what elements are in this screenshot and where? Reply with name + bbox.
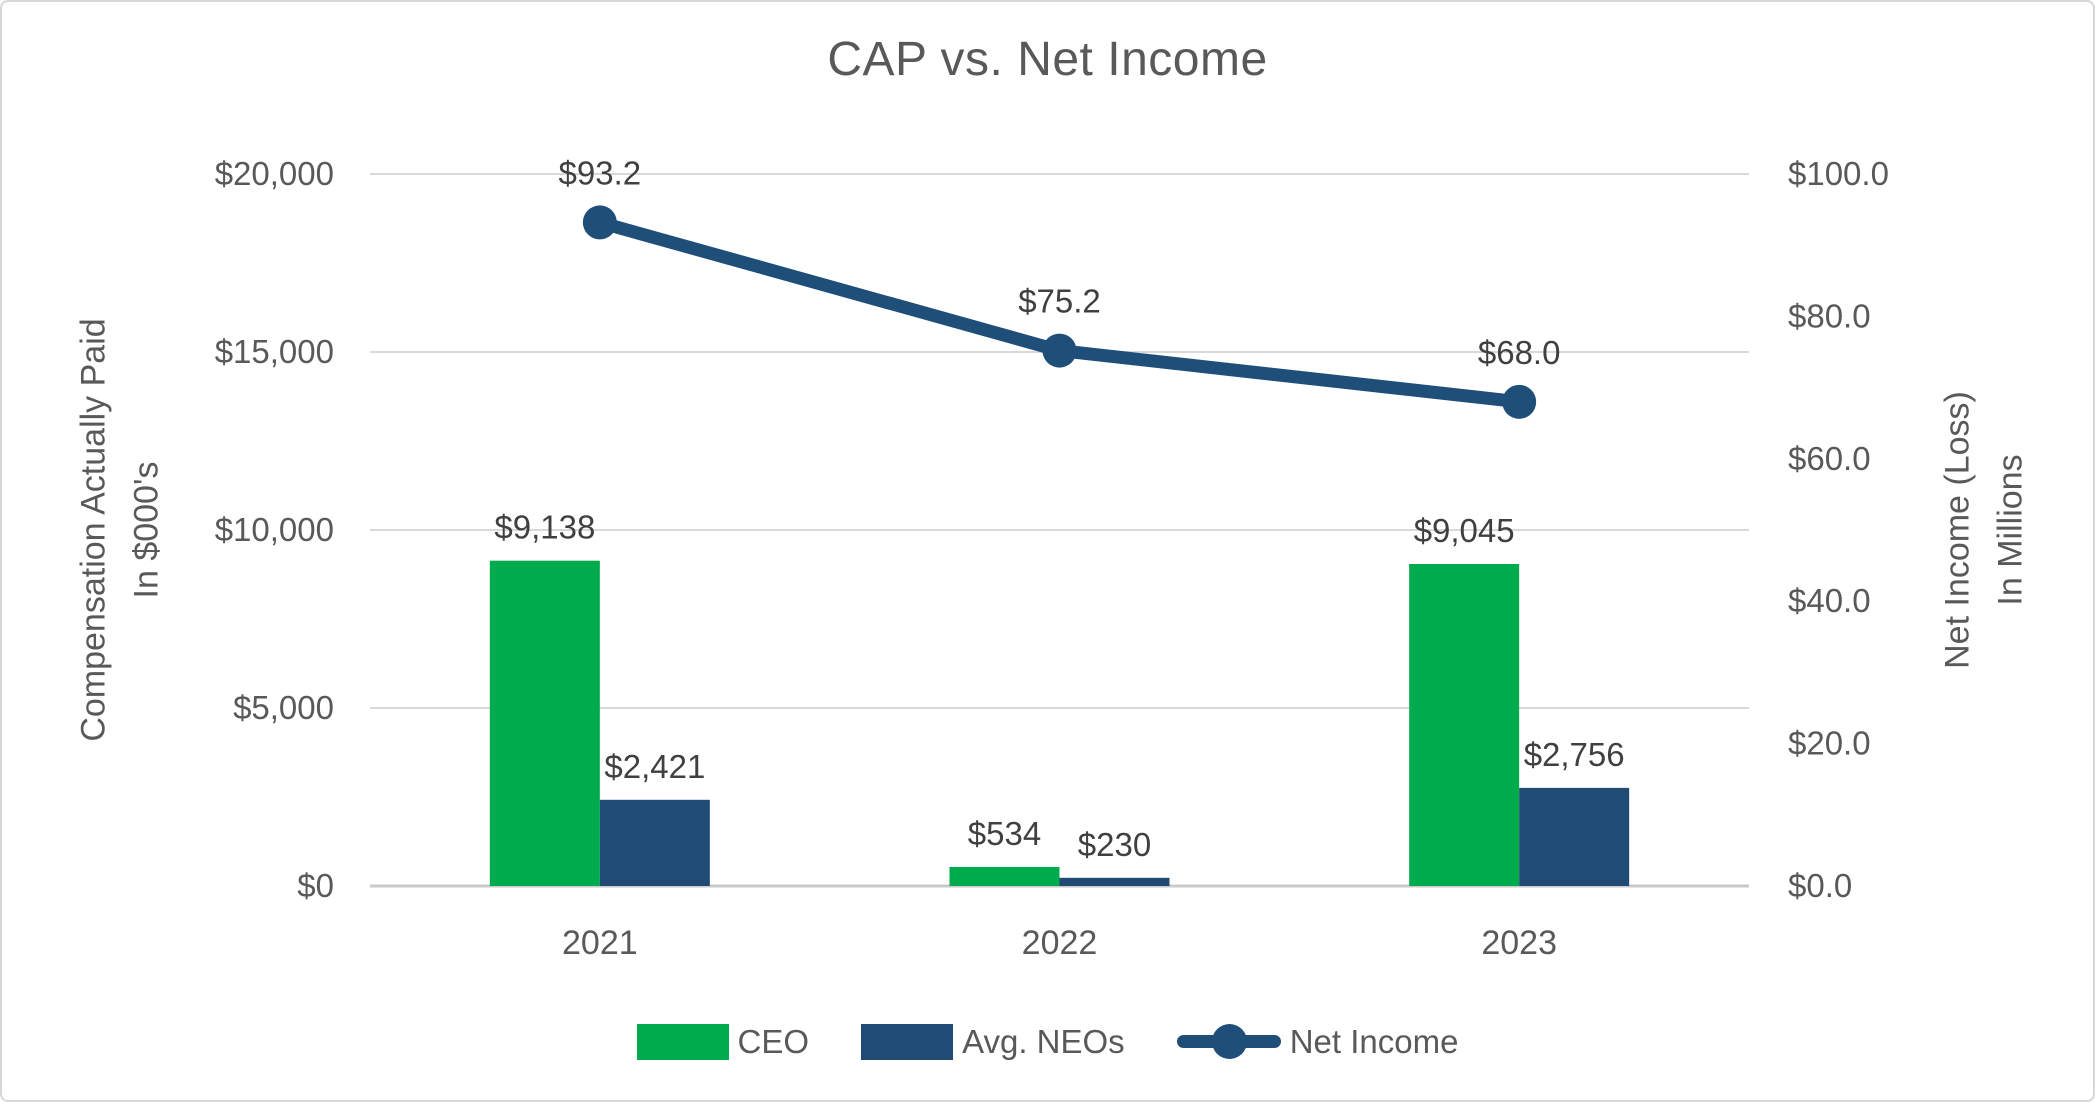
legend-line-dot-icon bbox=[1176, 1023, 1281, 1061]
bar-value-label: $230 bbox=[1078, 826, 1151, 863]
bar-avg-neos bbox=[1059, 877, 1170, 886]
y-axis-tick-label-right: $20.0 bbox=[1788, 725, 1871, 762]
y-axis-tick-label-left: $20,000 bbox=[215, 155, 334, 192]
legend-item-ceo: CEO bbox=[636, 1023, 810, 1061]
chart-title: CAP vs. Net Income bbox=[827, 33, 1268, 86]
legend-label: Avg. NEOs bbox=[962, 1023, 1125, 1060]
bar-value-label: $534 bbox=[968, 815, 1041, 852]
x-axis-label: 2021 bbox=[562, 924, 638, 962]
line-value-label: $68.0 bbox=[1478, 334, 1561, 371]
bar-value-label: $9,045 bbox=[1414, 512, 1515, 549]
legend-swatch-icon bbox=[636, 1024, 729, 1060]
bar-ceo bbox=[949, 866, 1060, 886]
y-axis-tick-label-right: $80.0 bbox=[1788, 297, 1871, 334]
line-value-label: $75.2 bbox=[1018, 283, 1101, 320]
bar-ceo bbox=[489, 560, 600, 886]
bar-ceo bbox=[1409, 563, 1520, 886]
y-axis-tick-label-right: $100.0 bbox=[1788, 155, 1889, 192]
legend-swatch-icon bbox=[861, 1024, 954, 1060]
y-axis-tick-label-left: $10,000 bbox=[215, 511, 334, 548]
legend-label: CEO bbox=[737, 1023, 810, 1060]
y-axis-tick-label-right: $40.0 bbox=[1788, 582, 1871, 619]
bar-value-label: $2,421 bbox=[604, 748, 705, 785]
y-axis-tick-label-right: $0.0 bbox=[1788, 867, 1852, 904]
net-income-marker bbox=[1502, 384, 1537, 419]
net-income-marker bbox=[582, 205, 617, 240]
line-value-label: $93.2 bbox=[559, 154, 642, 191]
y-axis-tick-label-left: $15,000 bbox=[215, 333, 334, 370]
legend-label: Net Income bbox=[1289, 1023, 1459, 1060]
bar-avg-neos bbox=[599, 799, 710, 886]
legend: CEO Avg. NEOs Net Income bbox=[2, 1014, 2093, 1070]
x-axis-label: 2023 bbox=[1481, 924, 1557, 962]
bar-value-label: $2,756 bbox=[1524, 736, 1625, 773]
legend-item-net-income: Net Income bbox=[1176, 1023, 1459, 1061]
bar-avg-neos bbox=[1519, 787, 1630, 886]
y-axis-tick-label-right: $60.0 bbox=[1788, 440, 1871, 477]
x-axis-label: 2022 bbox=[1022, 924, 1098, 962]
net-income-marker bbox=[1042, 333, 1077, 368]
y-axis-tick-label-left: $0 bbox=[297, 867, 334, 904]
bar-value-label: $9,138 bbox=[494, 509, 595, 546]
legend-item-avg-neos: Avg. NEOs bbox=[861, 1023, 1125, 1061]
y-axis-tick-label-left: $5,000 bbox=[233, 689, 334, 726]
legend-dot-icon bbox=[1211, 1024, 1247, 1059]
